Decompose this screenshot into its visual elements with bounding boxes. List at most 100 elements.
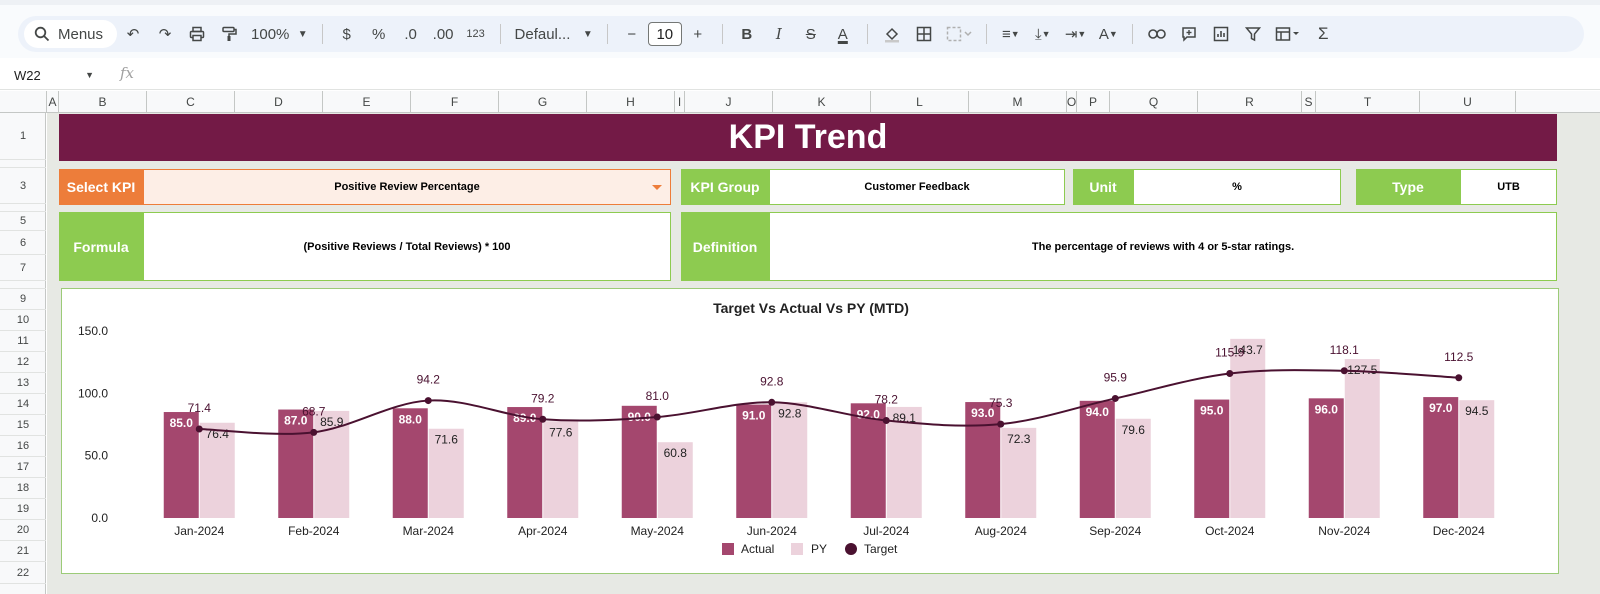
column-header[interactable]: L bbox=[871, 91, 969, 113]
data-label-target: 75.3 bbox=[989, 396, 1013, 410]
definition-label: Definition bbox=[681, 212, 769, 281]
text-wrapping-icon[interactable]: ⇥ ▼ bbox=[1064, 26, 1087, 43]
font-size-decrease-icon[interactable]: − bbox=[627, 25, 637, 43]
row-header[interactable]: 3 bbox=[0, 168, 46, 204]
menus-search-button[interactable]: Menus bbox=[24, 20, 118, 48]
strikethrough-icon[interactable]: S bbox=[805, 25, 816, 43]
unit-value: % bbox=[1133, 169, 1341, 205]
type-value: UTB bbox=[1460, 169, 1557, 205]
name-box[interactable]: W22 ▼ bbox=[0, 64, 104, 86]
paint-format-icon[interactable] bbox=[215, 20, 243, 48]
data-label-actual: 89.0 bbox=[513, 411, 537, 425]
currency-format-button[interactable]: $ bbox=[342, 25, 351, 43]
column-header[interactable]: R bbox=[1198, 91, 1302, 113]
row-header[interactable]: 1 bbox=[0, 113, 46, 160]
insert-chart-icon[interactable] bbox=[1207, 20, 1235, 48]
column-header[interactable]: H bbox=[587, 91, 675, 113]
toolbar-divider bbox=[721, 24, 723, 44]
target-point bbox=[1340, 367, 1348, 375]
column-header[interactable]: K bbox=[773, 91, 871, 113]
vertical-align-icon[interactable]: ⤓ ▼ bbox=[1035, 25, 1051, 43]
column-header[interactable]: E bbox=[323, 91, 411, 113]
column-header[interactable]: S bbox=[1302, 91, 1316, 113]
column-header[interactable]: G bbox=[499, 91, 587, 113]
target-line bbox=[199, 369, 1459, 435]
row-header[interactable]: 11 bbox=[0, 331, 46, 352]
column-header[interactable]: T bbox=[1316, 91, 1420, 113]
row-header[interactable]: 10 bbox=[0, 310, 46, 331]
row-header[interactable]: 20 bbox=[0, 520, 46, 541]
kpi-trend-chart[interactable]: Target Vs Actual Vs PY (MTD) 0.0 50.0 100.0… bbox=[61, 288, 1559, 574]
undo-icon[interactable]: ↶ bbox=[126, 26, 140, 43]
bar-py bbox=[1001, 427, 1037, 518]
y-tick-label: 150.0 bbox=[78, 324, 108, 338]
redo-icon[interactable]: ↷ bbox=[158, 26, 172, 43]
functions-icon[interactable]: Σ bbox=[1318, 24, 1329, 43]
row-header[interactable]: 15 bbox=[0, 415, 46, 436]
row-header[interactable] bbox=[0, 281, 46, 289]
x-tick-label: May-2024 bbox=[631, 524, 685, 538]
column-header[interactable]: B bbox=[59, 91, 147, 113]
row-header[interactable]: 12 bbox=[0, 352, 46, 373]
filter-views-icon[interactable] bbox=[1271, 20, 1305, 48]
bar-actual bbox=[1194, 399, 1230, 518]
x-tick-label: Dec-2024 bbox=[1433, 524, 1485, 538]
select-all-corner[interactable] bbox=[0, 91, 47, 113]
zoom-select[interactable]: 100% ▼ bbox=[247, 20, 312, 48]
column-header[interactable]: C bbox=[147, 91, 235, 113]
fill-color-icon[interactable] bbox=[878, 20, 906, 48]
column-header[interactable]: O bbox=[1067, 91, 1077, 113]
row-header[interactable]: 19 bbox=[0, 499, 46, 520]
column-header[interactable]: D bbox=[235, 91, 323, 113]
row-header[interactable]: 5 bbox=[0, 212, 46, 231]
decrease-decimal-button[interactable]: .0 bbox=[404, 25, 417, 43]
select-kpi-dropdown[interactable]: Positive Review Percentage bbox=[143, 169, 671, 205]
row-header[interactable]: 6 bbox=[0, 231, 46, 255]
row-header[interactable]: 14 bbox=[0, 394, 46, 415]
font-select[interactable]: Defaul... ▼ bbox=[511, 20, 597, 48]
row-header[interactable]: 21 bbox=[0, 541, 46, 562]
row-header[interactable]: 18 bbox=[0, 478, 46, 499]
data-label-actual: 95.0 bbox=[1200, 404, 1224, 418]
column-header[interactable]: Q bbox=[1110, 91, 1198, 113]
data-label-actual: 96.0 bbox=[1315, 402, 1339, 416]
number-format-button[interactable]: 123 bbox=[466, 28, 485, 40]
row-header[interactable] bbox=[0, 204, 46, 212]
font-size-increase-icon[interactable]: + bbox=[693, 25, 703, 43]
merge-cells-icon[interactable] bbox=[942, 20, 976, 48]
column-header[interactable]: I bbox=[675, 91, 685, 113]
insert-link-icon[interactable] bbox=[1143, 20, 1171, 48]
column-header[interactable]: J bbox=[685, 91, 773, 113]
kpi-group-value: Customer Feedback bbox=[769, 169, 1065, 205]
column-header[interactable]: U bbox=[1420, 91, 1516, 113]
percent-format-button[interactable]: % bbox=[371, 25, 386, 43]
row-header[interactable]: 13 bbox=[0, 373, 46, 394]
row-header[interactable]: 22 bbox=[0, 562, 46, 584]
horizontal-align-icon[interactable]: ≡ ▼ bbox=[1001, 25, 1020, 43]
column-header[interactable]: M bbox=[969, 91, 1067, 113]
column-header[interactable]: F bbox=[411, 91, 499, 113]
column-header[interactable]: P bbox=[1077, 91, 1110, 113]
borders-icon[interactable] bbox=[910, 20, 938, 48]
insert-comment-icon[interactable] bbox=[1175, 20, 1203, 48]
row-header[interactable]: 7 bbox=[0, 255, 46, 281]
bold-icon[interactable]: B bbox=[741, 25, 753, 43]
x-tick-label: Oct-2024 bbox=[1205, 524, 1255, 538]
text-color-icon[interactable]: A bbox=[837, 25, 848, 43]
data-label-actual: 91.0 bbox=[742, 409, 766, 423]
filter-icon[interactable] bbox=[1239, 20, 1267, 48]
row-header[interactable] bbox=[0, 160, 46, 168]
row-header[interactable]: 9 bbox=[0, 289, 46, 310]
row-header[interactable]: 16 bbox=[0, 436, 46, 457]
text-rotation-icon[interactable]: A ▼ bbox=[1098, 25, 1118, 43]
print-icon[interactable] bbox=[183, 20, 211, 48]
bar-py bbox=[886, 406, 922, 518]
search-icon bbox=[34, 26, 50, 42]
font-size-input[interactable]: 10 bbox=[647, 22, 682, 46]
column-header[interactable]: A bbox=[47, 91, 59, 113]
row-header[interactable]: 17 bbox=[0, 457, 46, 478]
increase-decimal-button[interactable]: .00 bbox=[432, 25, 454, 43]
italic-icon[interactable]: I bbox=[775, 25, 782, 43]
x-tick-label: Jul-2024 bbox=[863, 524, 909, 538]
